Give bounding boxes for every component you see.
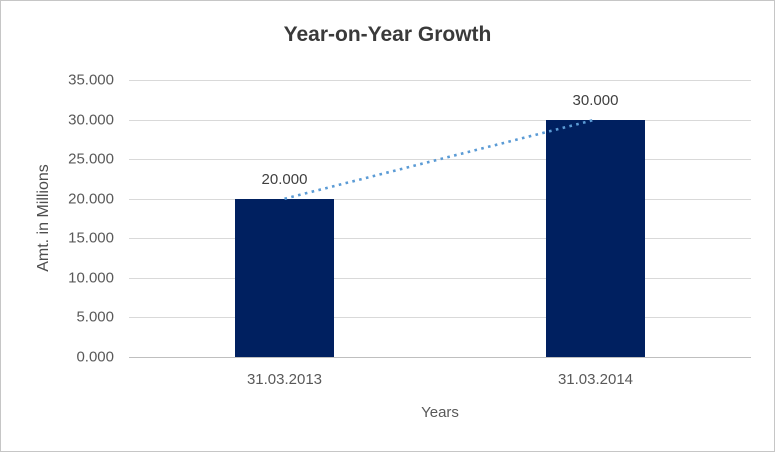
x-tick-label: 31.03.2014	[557, 371, 634, 388]
bar	[546, 119, 645, 357]
dotted-trendline	[284, 118, 596, 200]
y-tick-label: 15.000	[68, 229, 114, 247]
y-tick-label: 25.000	[68, 150, 114, 168]
y-tick-label: 10.000	[68, 269, 114, 287]
gridline	[129, 238, 751, 240]
x-tick-label: 31.03.2013	[246, 371, 323, 388]
y-tick-label: 30.000	[68, 111, 114, 129]
y-tick-label: 20.000	[68, 190, 114, 208]
plot-area	[129, 80, 751, 358]
y-tick-label: 0.000	[76, 348, 114, 366]
gridline	[129, 159, 751, 161]
gridline	[129, 119, 751, 121]
data-label: 20.000	[261, 170, 308, 188]
x-axis-title: Years	[421, 404, 459, 421]
data-label: 30.000	[572, 91, 619, 109]
y-tick-label: 5.000	[76, 308, 114, 326]
chart-title: Year-on-Year Growth	[283, 23, 492, 46]
gridline	[129, 198, 751, 200]
y-axis-tick-labels: 0.000 5.000 10.000 15.000 20.000 25.000 30.000…	[1, 1, 114, 453]
gridline	[129, 80, 751, 81]
y-tick-label: 35.000	[68, 71, 114, 89]
gridline	[129, 277, 751, 279]
trendline-segment	[284, 118, 596, 200]
bar	[235, 198, 334, 357]
gridline	[129, 317, 751, 319]
